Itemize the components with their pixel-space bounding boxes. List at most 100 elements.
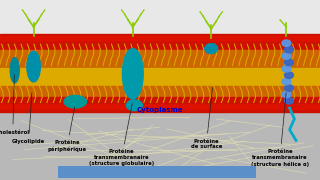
Circle shape xyxy=(130,105,139,109)
Circle shape xyxy=(52,36,60,41)
Circle shape xyxy=(302,105,310,109)
Circle shape xyxy=(200,105,208,109)
Circle shape xyxy=(293,105,301,109)
Circle shape xyxy=(232,105,241,109)
Text: Cholestérol: Cholestérol xyxy=(0,75,30,135)
Circle shape xyxy=(47,105,55,109)
Circle shape xyxy=(284,105,292,109)
Circle shape xyxy=(98,105,106,109)
Circle shape xyxy=(265,36,273,41)
Circle shape xyxy=(0,36,9,41)
Bar xyxy=(0,50,320,68)
Circle shape xyxy=(102,36,111,41)
Circle shape xyxy=(89,105,97,109)
Circle shape xyxy=(10,36,18,41)
Circle shape xyxy=(223,105,231,109)
Bar xyxy=(58,166,256,178)
Circle shape xyxy=(149,36,157,41)
Circle shape xyxy=(223,36,231,41)
Ellipse shape xyxy=(282,53,291,59)
Ellipse shape xyxy=(284,46,293,53)
Circle shape xyxy=(316,105,320,109)
Ellipse shape xyxy=(205,44,218,54)
Circle shape xyxy=(186,105,194,109)
Circle shape xyxy=(0,36,4,41)
Circle shape xyxy=(316,36,320,41)
Circle shape xyxy=(237,36,245,41)
Circle shape xyxy=(84,105,92,109)
Circle shape xyxy=(260,105,268,109)
Circle shape xyxy=(14,36,23,41)
Circle shape xyxy=(204,105,213,109)
Circle shape xyxy=(61,36,69,41)
Circle shape xyxy=(107,105,116,109)
Circle shape xyxy=(42,105,51,109)
Circle shape xyxy=(251,36,259,41)
Circle shape xyxy=(70,36,78,41)
Circle shape xyxy=(126,36,134,41)
Circle shape xyxy=(163,36,171,41)
Ellipse shape xyxy=(282,40,291,46)
Circle shape xyxy=(28,36,36,41)
Circle shape xyxy=(181,105,190,109)
Circle shape xyxy=(19,36,27,41)
Circle shape xyxy=(121,36,129,41)
Circle shape xyxy=(93,36,101,41)
Circle shape xyxy=(172,105,180,109)
Ellipse shape xyxy=(64,95,86,108)
Circle shape xyxy=(279,105,287,109)
Circle shape xyxy=(121,105,129,109)
Circle shape xyxy=(256,105,264,109)
Circle shape xyxy=(297,36,306,41)
Circle shape xyxy=(246,36,255,41)
Circle shape xyxy=(297,105,306,109)
Circle shape xyxy=(311,105,320,109)
Circle shape xyxy=(24,105,32,109)
Circle shape xyxy=(158,105,166,109)
Circle shape xyxy=(237,105,245,109)
Circle shape xyxy=(186,36,194,41)
Circle shape xyxy=(195,36,204,41)
Circle shape xyxy=(144,36,153,41)
Circle shape xyxy=(126,105,134,109)
Circle shape xyxy=(37,36,46,41)
Circle shape xyxy=(47,36,55,41)
Circle shape xyxy=(79,36,88,41)
Bar xyxy=(0,50,320,180)
Circle shape xyxy=(116,36,125,41)
Circle shape xyxy=(274,36,283,41)
Circle shape xyxy=(154,36,162,41)
Ellipse shape xyxy=(284,59,293,66)
Bar xyxy=(0,34,320,50)
Bar xyxy=(0,86,320,101)
Circle shape xyxy=(112,36,120,41)
Circle shape xyxy=(52,105,60,109)
Text: Protéine
de surface: Protéine de surface xyxy=(191,87,222,149)
Circle shape xyxy=(33,105,41,109)
Ellipse shape xyxy=(10,58,19,83)
Circle shape xyxy=(172,36,180,41)
Circle shape xyxy=(307,36,315,41)
Circle shape xyxy=(293,36,301,41)
Circle shape xyxy=(42,36,51,41)
Ellipse shape xyxy=(126,100,142,111)
Circle shape xyxy=(24,36,32,41)
Circle shape xyxy=(112,105,120,109)
Circle shape xyxy=(19,105,27,109)
Circle shape xyxy=(214,105,222,109)
Circle shape xyxy=(195,105,204,109)
Circle shape xyxy=(288,36,296,41)
Circle shape xyxy=(33,36,41,41)
Circle shape xyxy=(10,105,18,109)
Circle shape xyxy=(209,36,218,41)
Circle shape xyxy=(98,36,106,41)
Circle shape xyxy=(28,105,36,109)
Bar xyxy=(0,97,320,112)
Circle shape xyxy=(265,105,273,109)
Circle shape xyxy=(56,36,64,41)
Circle shape xyxy=(232,36,241,41)
Circle shape xyxy=(246,105,255,109)
Circle shape xyxy=(75,105,83,109)
Circle shape xyxy=(65,36,74,41)
Circle shape xyxy=(37,105,46,109)
